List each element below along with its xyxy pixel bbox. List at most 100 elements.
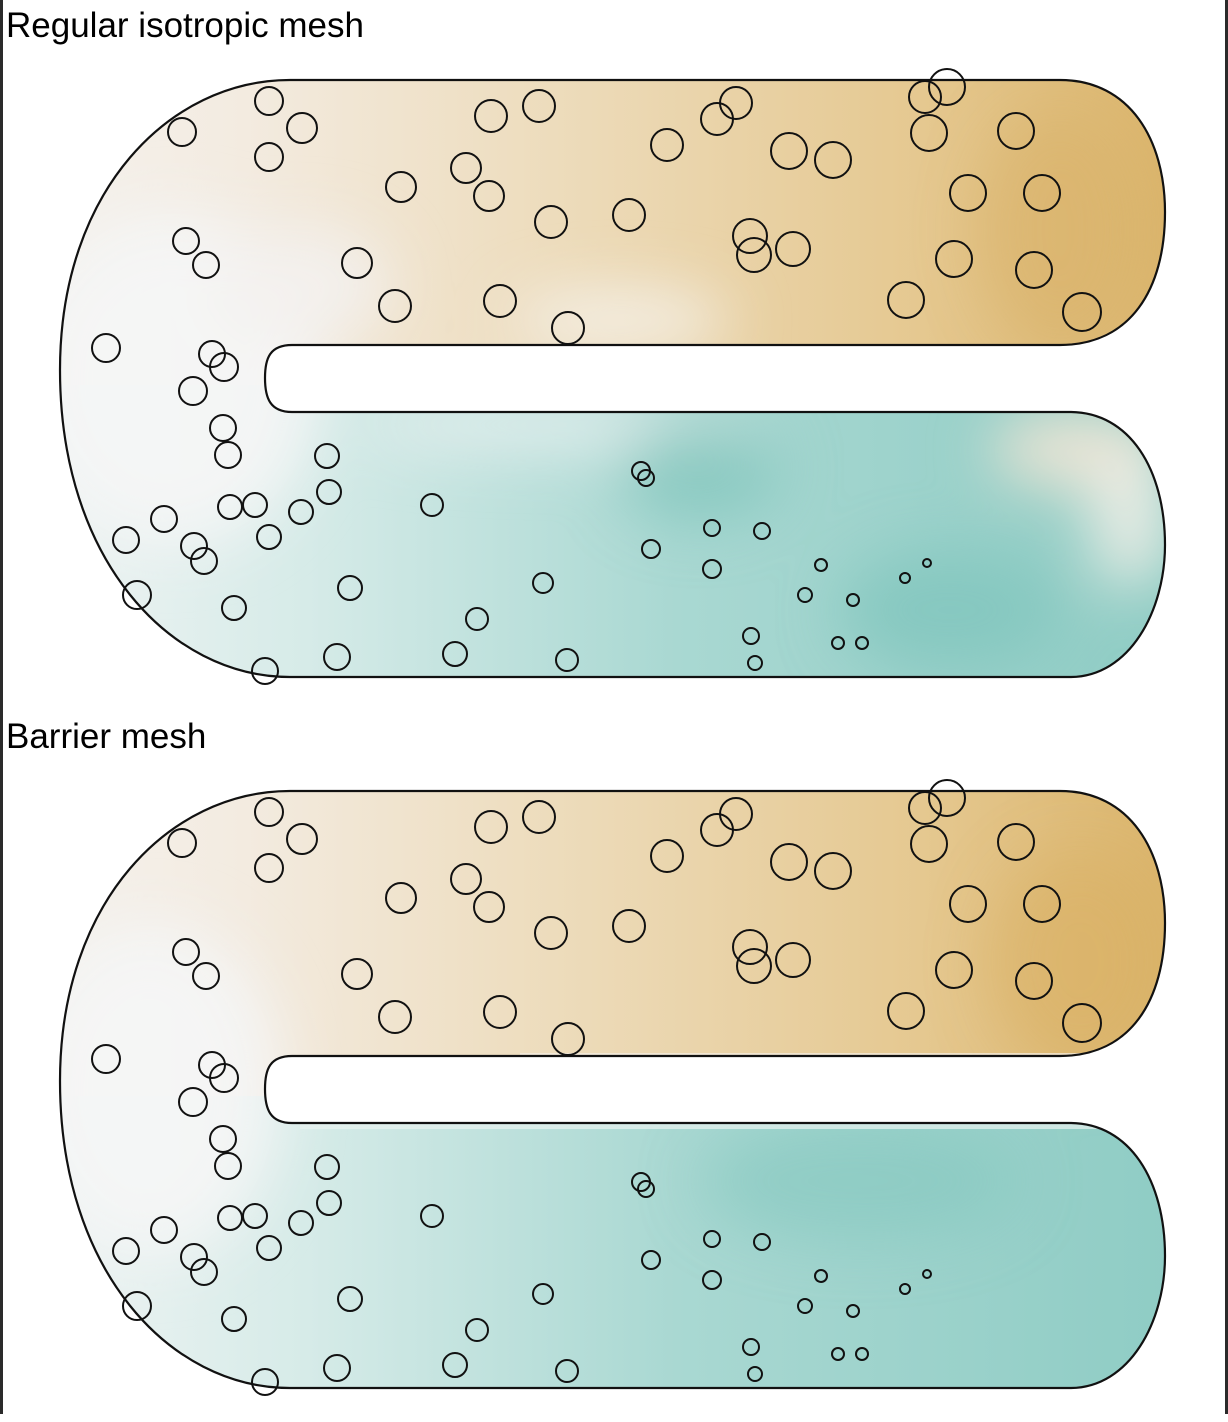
observation-circle [1062,1003,1102,1043]
observation-circle [997,823,1035,861]
observation-circle [928,779,966,817]
observation-circle [551,311,585,345]
observation-circle [949,885,987,923]
observation-circle [314,1154,340,1180]
observation-circle [209,1063,239,1093]
field-map [58,68,1167,685]
observation-circle [150,505,178,533]
observation-circle [474,810,508,844]
observation-circle [612,198,646,232]
observation-circle [172,227,200,255]
observation-circle [637,469,655,487]
observation-circle [742,1338,760,1356]
observation-circle [91,1044,121,1074]
observation-circle [112,1237,140,1265]
observation-circle [316,479,342,505]
observation-circle [637,1180,655,1198]
observation-circle [483,284,517,318]
observation-circle [532,572,554,594]
panel-regular-mesh: Regular isotropic mesh [6,6,1167,685]
observation-circle [385,171,417,203]
observation-circle [1015,251,1053,289]
observation-circle [473,891,505,923]
observation-circle [150,1216,178,1244]
frame-border-right [1225,0,1228,1414]
observation-circle [286,112,318,144]
observation-circle [378,289,412,323]
observation-circle [180,532,208,560]
observation-circle [242,492,268,518]
observation-circle [997,112,1035,150]
panel-title: Regular isotropic mesh [6,6,364,45]
observation-circle [555,648,579,672]
observation-circle [702,1270,722,1290]
observation-circle [753,522,771,540]
observation-circle [887,281,925,319]
observation-circle [178,1087,208,1117]
observation-circle [719,797,753,831]
observation-circle [814,1269,828,1283]
observation-circle [122,580,152,610]
observation-circle [532,1283,554,1305]
field-fill [60,80,1165,677]
observation-circle [314,443,340,469]
observation-circle [209,414,237,442]
observation-circle [922,1269,932,1279]
domain-boundary [58,78,1167,679]
observation-circle [534,916,568,950]
observation-circle [650,128,684,162]
observation-circle [899,1283,911,1295]
observation-circle [775,231,811,267]
observation-circle [473,180,505,212]
observation-circle [286,823,318,855]
observation-markers [91,68,1102,685]
observation-circle [555,1359,579,1383]
observation-circle [337,1286,363,1312]
observation-circle [172,938,200,966]
observation-circle [465,607,489,631]
observation-circle [214,1152,242,1180]
observation-circle [209,352,239,382]
observation-circle [922,558,932,568]
panel-barrier-mesh: Barrier mesh [0,711,1228,1422]
observation-circle [112,526,140,554]
observation-markers [91,779,1102,1396]
observation-circle [217,1205,243,1231]
observation-circle [378,1000,412,1034]
observation-circle [928,68,966,106]
observation-circle [420,1204,444,1228]
observation-circle [522,800,556,834]
observation-circle [465,1318,489,1342]
observation-circle [256,1235,282,1261]
observation-circle [192,251,220,279]
observation-circle [650,839,684,873]
observation-circle [167,828,197,858]
observation-circle [251,1368,279,1396]
observation-circle [899,572,911,584]
observation-circle [855,636,869,650]
observation-circle [935,240,973,278]
observation-circle [612,909,646,943]
observation-circle [770,132,808,170]
observation-circle [1023,174,1061,212]
observation-circle [703,519,721,537]
observation-circle [288,499,314,525]
field-fill [60,791,1165,1388]
observation-circle [474,99,508,133]
field-map [58,779,1167,1396]
observation-circle [190,547,218,575]
observation-circle [242,1203,268,1229]
observation-circle [846,1304,860,1318]
observation-circle [450,863,482,895]
observation-circle [846,593,860,607]
observation-circle [217,494,243,520]
observation-circle [341,958,373,990]
observation-circle [742,627,760,645]
observation-circle [221,1306,247,1332]
observation-circle [747,1366,763,1382]
observation-circle [256,524,282,550]
observation-circle [316,1190,342,1216]
observation-circle [288,1210,314,1236]
observation-circle [908,791,942,825]
frame-border-left [0,0,3,1414]
